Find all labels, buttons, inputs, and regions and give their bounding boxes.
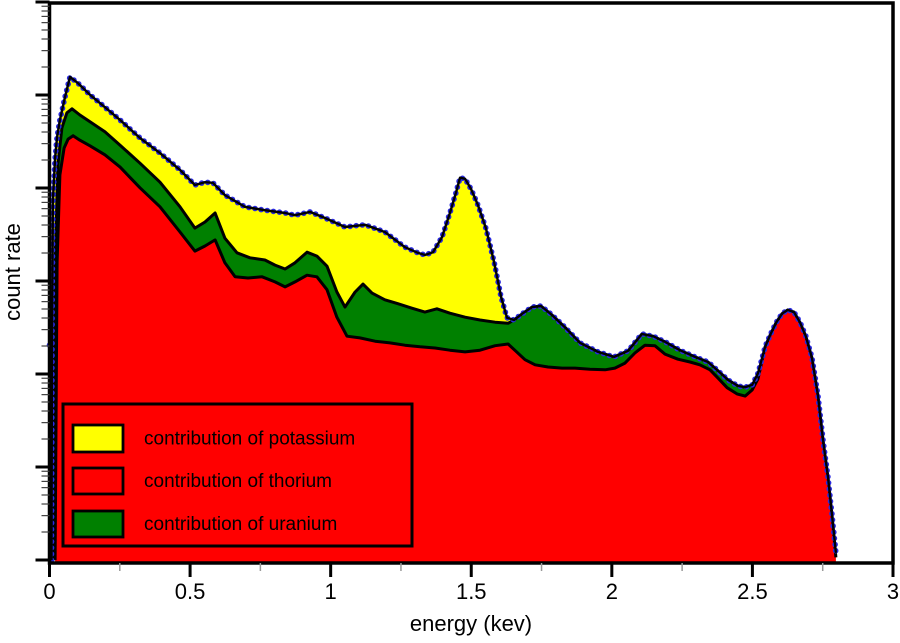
x-tick-label: 3: [887, 579, 899, 604]
total-curve-line: [50, 75, 838, 561]
x-tick-label: 0.5: [175, 579, 206, 604]
uranium-area: [52, 108, 758, 561]
x-tick-label: 2: [606, 579, 618, 604]
legend-swatch-thorium: [71, 466, 125, 496]
x-tick-label: 1.5: [456, 579, 487, 604]
x-axis-title: energy (kev): [410, 611, 532, 636]
x-tick-label: 0: [43, 579, 55, 604]
y-axis-title: count rate: [0, 223, 25, 321]
legend-swatch-uranium: [71, 509, 125, 539]
axis-tick-labels: 0 0.5 1 1.5 2 2.5 3: [43, 579, 899, 604]
x-tick-label: 1: [325, 579, 337, 604]
thorium-area: [55, 135, 836, 563]
legend-label-uranium: contribution of uranium: [144, 514, 337, 535]
legend-box: [61, 402, 414, 548]
axis-ticks: [35, 0, 895, 577]
legend: contribution of potassium contribution of…: [61, 402, 414, 548]
legend-swatch-potassium: [71, 423, 125, 454]
legend-label-thorium: contribution of thorium: [144, 471, 332, 492]
x-tick-label: 2.5: [737, 579, 768, 604]
legend-label-potassium: contribution of potassium: [144, 429, 355, 450]
